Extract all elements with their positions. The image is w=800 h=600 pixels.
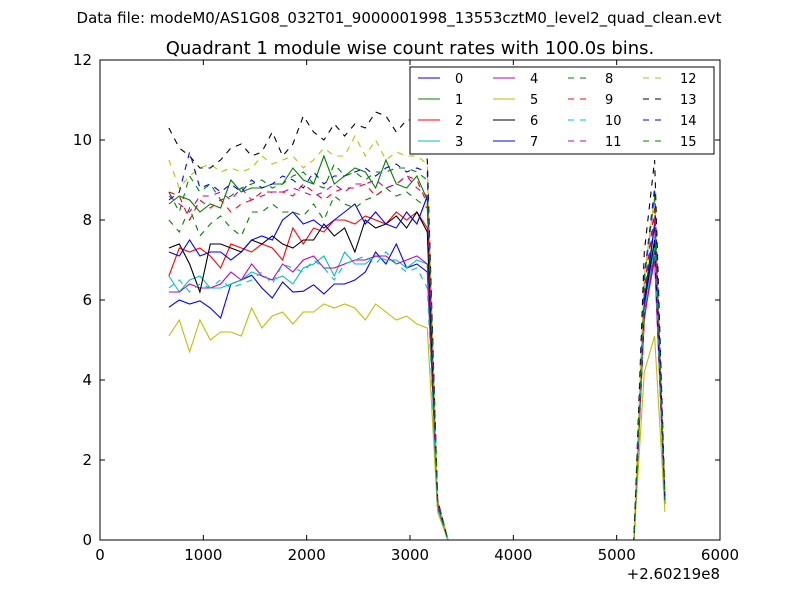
plot-area-frame	[99, 59, 721, 541]
x-tick-label: 2000	[288, 546, 326, 564]
series-line-13	[168, 111, 666, 541]
suptitle: Data file: modeM0/AS1G08_032T01_90000019…	[77, 9, 722, 28]
series-layer	[168, 111, 666, 541]
y-tick-label: 12	[73, 51, 92, 69]
x-tick-label: 1000	[184, 546, 222, 564]
legend-label-15: 15	[680, 135, 697, 150]
series-line-1	[168, 154, 666, 541]
y-tick-label: 4	[82, 371, 92, 389]
legend-label-2: 2	[455, 114, 463, 129]
legend-label-5: 5	[530, 93, 538, 108]
series-line-8	[168, 187, 666, 541]
series-line-11	[168, 175, 666, 541]
y-tick-label: 0	[82, 531, 92, 549]
series-line-7	[168, 195, 666, 541]
series-line-12	[168, 134, 666, 541]
x-tick-label: 6000	[701, 546, 739, 564]
y-tick-label: 8	[82, 211, 92, 229]
y-tick-label: 6	[82, 291, 92, 309]
series-line-6	[168, 210, 666, 541]
legend-label-0: 0	[455, 72, 463, 87]
legend-box	[409, 66, 715, 155]
legend-label-8: 8	[605, 72, 613, 87]
series-line-9	[168, 175, 666, 541]
series-line-14	[168, 149, 666, 541]
legend-label-6: 6	[530, 114, 538, 129]
x-tick-label: 4000	[494, 546, 532, 564]
series-line-5	[168, 303, 666, 541]
series-line-10	[168, 247, 666, 541]
series-line-2	[168, 211, 666, 541]
chart-title: Quadrant 1 module wise count rates with …	[166, 38, 655, 59]
legend-label-11: 11	[605, 135, 622, 150]
legend-label-1: 1	[455, 93, 463, 108]
x-tick-label: 3000	[391, 546, 429, 564]
series-line-15	[168, 162, 666, 541]
series-line-0	[168, 242, 666, 541]
legend-label-12: 12	[680, 72, 697, 87]
legend-label-3: 3	[455, 135, 463, 150]
y-tick-label: 10	[73, 131, 92, 149]
legend-label-14: 14	[680, 114, 697, 129]
series-line-3	[168, 243, 666, 541]
x-offset-label: +2.60219e8	[627, 565, 720, 583]
legend-label-10: 10	[605, 114, 622, 129]
legend-label-13: 13	[680, 93, 697, 108]
x-tick-label: 5000	[598, 546, 636, 564]
series-line-4	[168, 255, 666, 541]
legend-label-7: 7	[530, 135, 538, 150]
x-tick-label: 0	[95, 546, 105, 564]
legend-label-4: 4	[530, 72, 538, 87]
y-tick-label: 2	[82, 451, 92, 469]
legend-label-9: 9	[605, 93, 613, 108]
